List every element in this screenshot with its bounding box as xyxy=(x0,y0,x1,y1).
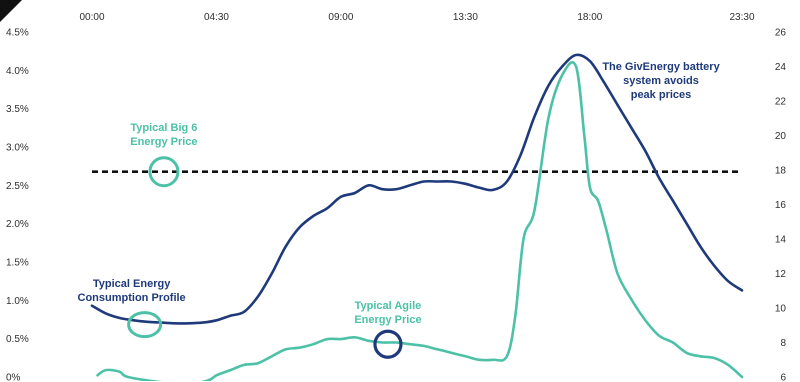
right-tick-label: 26 xyxy=(775,28,787,39)
right-tick-label: 24 xyxy=(775,62,787,73)
agile-marker xyxy=(373,329,403,359)
right-tick-label: 14 xyxy=(775,235,787,246)
right-tick-label: 22 xyxy=(775,97,787,108)
left-axis-ticks: 4.5% 4.0% 3.5% 3.0% 2.5% 2.0% 1.5% 1.0% 0.5% 0% xyxy=(6,28,29,382)
x-tick-label: 04:30 xyxy=(204,12,229,23)
right-tick-label: 18 xyxy=(775,166,787,177)
right-tick-label: 16 xyxy=(775,200,787,211)
x-tick-label: 18:00 xyxy=(577,12,602,23)
left-tick-label: 0% xyxy=(6,373,21,382)
left-tick-label: 1.5% xyxy=(6,258,29,269)
x-tick-label: 00:00 xyxy=(79,12,104,23)
annotations: Typical Big 6 Energy Price Typical Energy C… xyxy=(78,61,721,326)
x-tick-label: 09:00 xyxy=(328,12,353,23)
left-tick-label: 2.0% xyxy=(6,219,29,230)
right-tick-label: 8 xyxy=(780,338,786,349)
left-tick-label: 0.5% xyxy=(6,334,29,345)
x-tick-label: 23:30 xyxy=(729,12,754,23)
right-tick-label: 20 xyxy=(775,131,787,142)
consumption-annotation-text: Typical Energy xyxy=(93,278,171,290)
series-lines xyxy=(90,53,744,381)
left-tick-label: 1.0% xyxy=(6,296,29,307)
right-tick-label: 10 xyxy=(775,304,787,315)
big6-annotation-text: Typical Big 6 xyxy=(130,122,197,134)
big6-marker xyxy=(148,156,180,188)
x-tick-label: 13:30 xyxy=(453,12,478,23)
right-tick-label: 12 xyxy=(775,269,787,280)
agile-series-line xyxy=(96,61,744,381)
consumption-series-line xyxy=(90,53,744,325)
battery-annotation-text: The GivEnergy battery xyxy=(602,61,720,73)
left-tick-label: 3.5% xyxy=(6,104,29,115)
left-tick-label: 3.0% xyxy=(6,143,29,154)
left-tick-label: 4.0% xyxy=(6,66,29,77)
agile-annotation-text: Typical Agile xyxy=(355,300,422,312)
consumption-marker xyxy=(127,311,163,339)
consumption-annotation-text: Consumption Profile xyxy=(78,292,186,304)
left-tick-label: 4.5% xyxy=(6,28,29,39)
x-axis-ticks: 00:00 04:30 09:00 13:30 18:00 23:30 xyxy=(79,12,754,23)
right-axis-ticks: 26 24 22 20 18 16 14 12 10 8 6 xyxy=(775,28,787,382)
right-tick-label: 6 xyxy=(780,373,786,382)
corner-decoration xyxy=(0,0,22,22)
left-tick-label: 2.5% xyxy=(6,181,29,192)
agile-annotation-text: Energy Price xyxy=(354,314,421,326)
big6-annotation-text: Energy Price xyxy=(130,136,197,148)
battery-annotation-text: peak prices xyxy=(631,89,692,101)
battery-annotation-text: system avoids xyxy=(623,75,699,87)
highlight-markers xyxy=(127,156,403,359)
